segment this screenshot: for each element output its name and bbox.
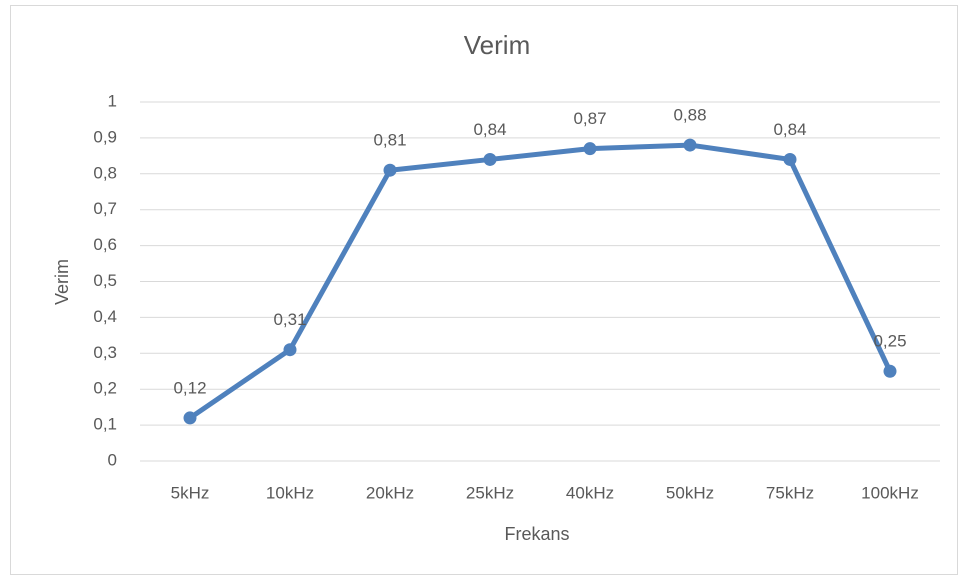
- data-point: [383, 163, 397, 177]
- data-point: [283, 343, 297, 357]
- data-label: 0,87: [573, 109, 606, 128]
- x-tick-label: 25kHz: [466, 483, 514, 502]
- chart-border: [10, 5, 958, 575]
- y-axis-label: Verim: [52, 259, 72, 305]
- chart-title: Verim: [464, 30, 530, 60]
- x-tick-label: 5kHz: [171, 483, 210, 502]
- x-tick-label: 50kHz: [666, 483, 714, 502]
- y-tick-label: 0,2: [93, 379, 117, 398]
- y-tick-label: 0,1: [93, 415, 117, 434]
- y-tick-label: 0,4: [93, 307, 117, 326]
- x-tick-label: 10kHz: [266, 483, 314, 502]
- y-tick-label: 0,8: [93, 163, 117, 182]
- data-point: [183, 411, 197, 425]
- data-label: 0,81: [373, 131, 406, 150]
- data-point: [683, 138, 697, 152]
- x-tick-label: 20kHz: [366, 483, 414, 502]
- y-tick-label: 1: [108, 91, 117, 110]
- x-tick-label: 40kHz: [566, 483, 614, 502]
- data-label: 0,12: [173, 378, 206, 397]
- data-label: 0,84: [773, 120, 806, 139]
- data-point: [483, 152, 497, 166]
- data-label: 0,88: [673, 106, 706, 125]
- x-axis-label: Frekans: [504, 524, 569, 544]
- x-tick-label: 75kHz: [766, 483, 814, 502]
- y-tick-label: 0,3: [93, 343, 117, 362]
- data-point: [783, 152, 797, 166]
- data-label: 0,84: [473, 120, 506, 139]
- data-point: [883, 364, 897, 378]
- y-tick-label: 0,9: [93, 127, 117, 146]
- data-label: 0,25: [873, 332, 906, 351]
- y-tick-label: 0,5: [93, 271, 117, 290]
- data-point: [583, 142, 597, 156]
- data-label: 0,31: [273, 310, 306, 329]
- data-line: [188, 142, 893, 420]
- x-tick-label: 100kHz: [861, 483, 919, 502]
- y-tick-label: 0: [108, 450, 117, 469]
- y-tick-label: 0,7: [93, 199, 117, 218]
- y-tick-label: 0,6: [93, 235, 117, 254]
